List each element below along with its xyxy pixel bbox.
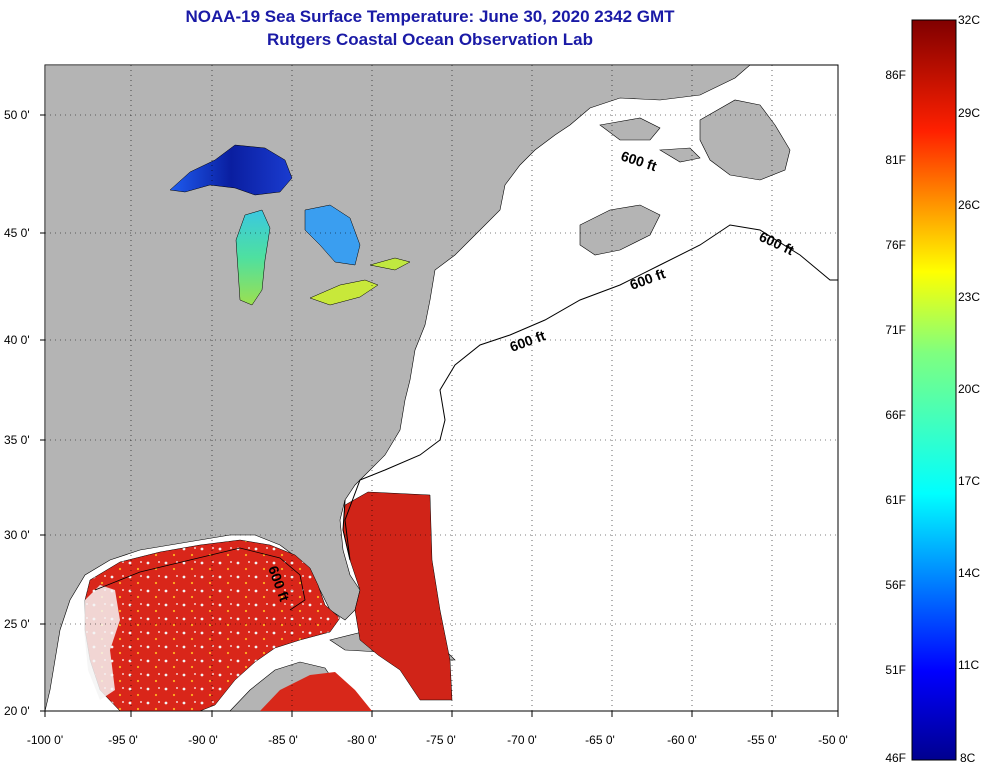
- lat-tick: 50 0': [4, 108, 30, 122]
- colorbar-f-label: 51F: [885, 663, 906, 677]
- colorbar-f-label: 46F: [885, 751, 906, 765]
- sst-atlantic-florida: [342, 491, 453, 701]
- land-gaspe: [599, 117, 661, 141]
- land-north-america: [45, 65, 751, 711]
- colorbar-c-label: 20C: [958, 382, 980, 396]
- colorbar-f-label: 56F: [885, 578, 906, 592]
- land-nova-scotia: [579, 204, 661, 256]
- colorbar-f-label: 76F: [885, 238, 906, 252]
- lon-tick: -65 0': [585, 733, 615, 747]
- sst-caribbean: [260, 672, 372, 711]
- lat-tick: 40 0': [4, 333, 30, 347]
- lat-tick: 30 0': [4, 528, 30, 542]
- colorbar-f-label: 81F: [885, 153, 906, 167]
- contour-600ft-gulf: [94, 547, 306, 611]
- lat-tick: 25 0': [4, 617, 30, 631]
- colorbar-c-label: 29C: [958, 106, 980, 120]
- land-newfoundland: [699, 99, 791, 181]
- latitude-ticks: 50 0' 45 0' 40 0' 35 0' 30 0' 25 0' 20 0…: [4, 108, 30, 718]
- map-subtitle: Rutgers Coastal Ocean Observation Lab: [267, 30, 593, 49]
- lat-tick: 20 0': [4, 704, 30, 718]
- lake-michigan: [235, 209, 271, 306]
- lake-superior: [169, 144, 293, 196]
- lon-tick: -100 0': [27, 733, 63, 747]
- lon-tick: -70 0': [507, 733, 537, 747]
- contour-600ft: [342, 224, 838, 561]
- lon-tick: -90 0': [188, 733, 218, 747]
- map-layers: [45, 65, 838, 711]
- lake-huron: [304, 204, 361, 266]
- colorbar-celsius-labels: 32C 29C 26C 23C 20C 17C 14C 11C 8C: [958, 13, 980, 765]
- lake-ontario: [369, 257, 411, 271]
- graticule: [45, 65, 838, 711]
- longitude-ticks: -100 0' -95 0' -90 0' -85 0' -80 0' -75 …: [27, 733, 848, 747]
- colorbar-c-label: 8C: [960, 751, 976, 765]
- latitude-tick-marks: [40, 114, 45, 712]
- colorbar-f-label: 86F: [885, 68, 906, 82]
- lon-tick: -55 0': [747, 733, 777, 747]
- lat-tick: 35 0': [4, 433, 30, 447]
- colorbar-f-label: 71F: [885, 323, 906, 337]
- colorbar-c-label: 11C: [958, 658, 979, 672]
- lon-tick: -95 0': [108, 733, 138, 747]
- lon-tick: -80 0': [347, 733, 377, 747]
- colorbar-f-label: 61F: [885, 493, 906, 507]
- lat-tick: 45 0': [4, 226, 30, 240]
- lon-tick: -85 0': [268, 733, 298, 747]
- colorbar-f-label: 66F: [885, 408, 906, 422]
- land-anticosti: [659, 147, 701, 163]
- lon-tick: -75 0': [426, 733, 456, 747]
- colorbar-c-label: 32C: [958, 13, 980, 27]
- colorbar-c-label: 17C: [958, 474, 980, 488]
- colorbar-fahrenheit-labels: 86F 81F 76F 71F 66F 61F 56F 51F 46F: [885, 68, 906, 765]
- cloud-western-gulf: [84, 585, 120, 700]
- lake-erie: [309, 279, 379, 306]
- lon-tick: -50 0': [818, 733, 848, 747]
- colorbar-c-label: 23C: [958, 290, 980, 304]
- lon-tick: -60 0': [667, 733, 697, 747]
- map-title: NOAA-19 Sea Surface Temperature: June 30…: [185, 7, 675, 26]
- colorbar: [911, 19, 957, 761]
- colorbar-c-label: 14C: [958, 566, 980, 580]
- colorbar-c-label: 26C: [958, 198, 980, 212]
- longitude-tick-marks: [44, 711, 839, 717]
